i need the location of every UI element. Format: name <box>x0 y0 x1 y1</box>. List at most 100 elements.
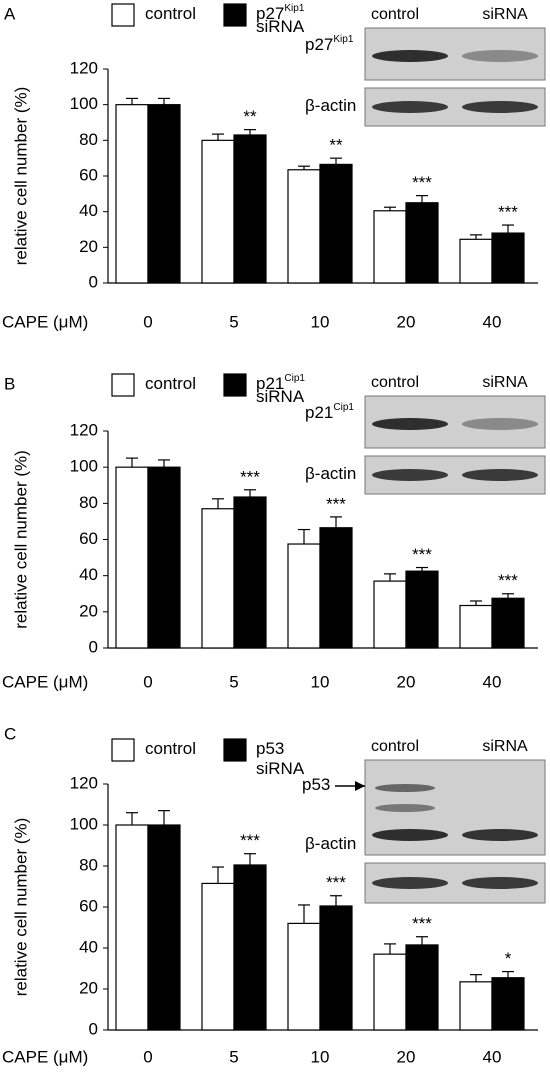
y-tick-label: 60 <box>79 165 98 184</box>
blot-band <box>462 418 538 430</box>
bar <box>201 139 235 284</box>
y-tick-label: 80 <box>79 855 98 874</box>
y-tick-label: 40 <box>79 937 98 956</box>
legend-label: p53 siRNA <box>256 739 305 778</box>
blot-band <box>375 784 435 792</box>
blot-lane-label: siRNA <box>482 374 528 391</box>
significance-mark: *** <box>412 914 432 933</box>
bar <box>147 466 181 649</box>
blot-band <box>462 469 538 481</box>
bar <box>287 169 321 284</box>
blot-band <box>462 877 538 889</box>
blot-lane-label: siRNA <box>482 6 528 23</box>
blot-band <box>462 101 538 113</box>
bar <box>147 104 181 284</box>
blot-band-label: β-actin <box>305 96 356 115</box>
legend-swatch <box>111 373 135 397</box>
x-tick-label: 10 <box>311 1047 330 1066</box>
blot-band <box>372 877 448 889</box>
bar <box>233 496 267 649</box>
y-tick-label: 100 <box>70 457 98 476</box>
legend-swatch <box>111 3 135 27</box>
x-tick-label: 0 <box>143 672 152 691</box>
y-tick-label: 120 <box>70 773 98 792</box>
x-tick-label: 5 <box>229 312 238 331</box>
x-tick-label: 0 <box>143 312 152 331</box>
x-tick-label: 0 <box>143 1047 152 1066</box>
bar <box>233 864 267 1031</box>
x-tick-label: 40 <box>483 312 502 331</box>
panel-label: A <box>4 4 16 23</box>
significance-mark: *** <box>412 173 432 192</box>
bar <box>373 953 407 1031</box>
legend-swatch <box>223 3 247 27</box>
y-tick-label: 20 <box>79 978 98 997</box>
blot-band-label: β-actin <box>305 464 356 483</box>
y-axis-label: relative cell number (%) <box>11 818 30 997</box>
legend-swatch <box>223 373 247 397</box>
blot-band-label: p21Cip1 <box>305 402 354 423</box>
bar <box>115 104 149 284</box>
blot-band <box>462 829 538 841</box>
y-tick-label: 40 <box>79 201 98 220</box>
significance-mark: * <box>505 949 512 968</box>
bar <box>459 604 493 649</box>
bar <box>459 238 493 284</box>
x-tick-label: 40 <box>483 672 502 691</box>
legend-label: p21Cip1 siRNA <box>256 373 308 407</box>
y-tick-label: 0 <box>89 637 98 656</box>
x-tick-label: 5 <box>229 672 238 691</box>
legend-swatch <box>223 738 247 762</box>
bar <box>405 202 439 284</box>
significance-mark: *** <box>326 873 346 892</box>
blot-band <box>372 469 448 481</box>
y-tick-label: 80 <box>79 130 98 149</box>
blot-band <box>372 50 448 62</box>
bar <box>491 597 525 649</box>
x-tick-label: 5 <box>229 1047 238 1066</box>
bar <box>147 824 181 1031</box>
blot-band-label: p27Kip1 <box>305 34 354 55</box>
y-tick-label: 60 <box>79 896 98 915</box>
y-tick-label: 120 <box>70 58 98 77</box>
significance-mark: *** <box>412 545 432 564</box>
significance-mark: *** <box>498 571 518 590</box>
bar <box>319 163 353 284</box>
y-tick-label: 40 <box>79 565 98 584</box>
bar <box>233 134 267 284</box>
bar <box>405 570 439 649</box>
significance-mark: *** <box>240 831 260 850</box>
panel-label: B <box>4 374 15 393</box>
x-axis-label: CAPE (μM) <box>2 312 88 331</box>
bar <box>405 944 439 1031</box>
bar <box>115 466 149 649</box>
y-tick-label: 20 <box>79 601 98 620</box>
x-axis-label: CAPE (μM) <box>2 1047 88 1066</box>
y-axis-label: relative cell number (%) <box>11 87 30 266</box>
panel-label: C <box>4 724 16 743</box>
blot-lane-label: siRNA <box>482 738 528 755</box>
y-tick-label: 20 <box>79 237 98 256</box>
blot-band <box>372 829 448 841</box>
legend-label: p27Kip1 siRNA <box>256 3 307 37</box>
y-tick-label: 80 <box>79 493 98 512</box>
blot-band <box>462 50 538 62</box>
bar <box>115 824 149 1031</box>
y-tick-label: 60 <box>79 529 98 548</box>
significance-mark: ** <box>243 107 257 126</box>
blot-lane-label: control <box>371 738 419 755</box>
y-axis-label: relative cell number (%) <box>11 450 30 629</box>
blot-band-label: p53 <box>302 775 330 794</box>
bar <box>459 981 493 1031</box>
x-tick-label: 10 <box>311 672 330 691</box>
bar <box>491 977 525 1031</box>
blot-band <box>372 101 448 113</box>
blot-band <box>372 418 448 430</box>
x-axis-label: CAPE (μM) <box>2 672 88 691</box>
bar <box>319 527 353 649</box>
x-tick-label: 40 <box>483 1047 502 1066</box>
blot-band-label: β-actin <box>305 834 356 853</box>
legend-label: control <box>145 739 196 758</box>
bar <box>373 210 407 284</box>
